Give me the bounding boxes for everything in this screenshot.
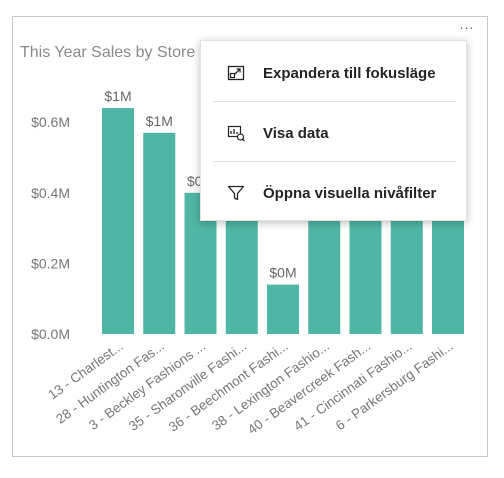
y-tick-label: $0.6M bbox=[31, 114, 70, 130]
show-data-icon bbox=[225, 122, 247, 144]
y-tick-label: $0.0M bbox=[31, 326, 70, 342]
chart-title: This Year Sales by Store bbox=[20, 44, 196, 61]
x-axis: 13 - Charlest...28 - Huntington Fas...3 … bbox=[45, 338, 455, 437]
focus-mode-icon bbox=[225, 62, 247, 84]
menu-item-visual-filters[interactable]: Öppna visuella nivåfilter bbox=[201, 163, 466, 223]
bar bbox=[143, 132, 176, 334]
data-label: $1M bbox=[104, 88, 131, 104]
menu-item-label: Expandera till fokusläge bbox=[263, 64, 436, 82]
data-label: $1M bbox=[146, 113, 173, 129]
more-options-button[interactable]: ... bbox=[459, 16, 475, 32]
context-menu: Expandera till fokusläge Visa data Öppna… bbox=[200, 40, 467, 221]
y-tick-label: $0.4M bbox=[31, 185, 70, 201]
y-axis: $0.0M $0.2M $0.4M $0.6M bbox=[31, 114, 70, 342]
menu-item-show-data[interactable]: Visa data bbox=[201, 103, 466, 163]
data-label: $0M bbox=[269, 265, 296, 281]
menu-item-label: Öppna visuella nivåfilter bbox=[263, 184, 437, 202]
y-tick-label: $0.2M bbox=[31, 255, 70, 271]
filter-icon bbox=[225, 182, 247, 204]
menu-item-focus-mode[interactable]: Expandera till fokusläge bbox=[201, 43, 466, 103]
menu-divider bbox=[213, 161, 456, 162]
bar bbox=[102, 108, 134, 334]
menu-item-label: Visa data bbox=[263, 124, 329, 142]
bar bbox=[267, 284, 299, 334]
menu-divider bbox=[213, 101, 456, 102]
